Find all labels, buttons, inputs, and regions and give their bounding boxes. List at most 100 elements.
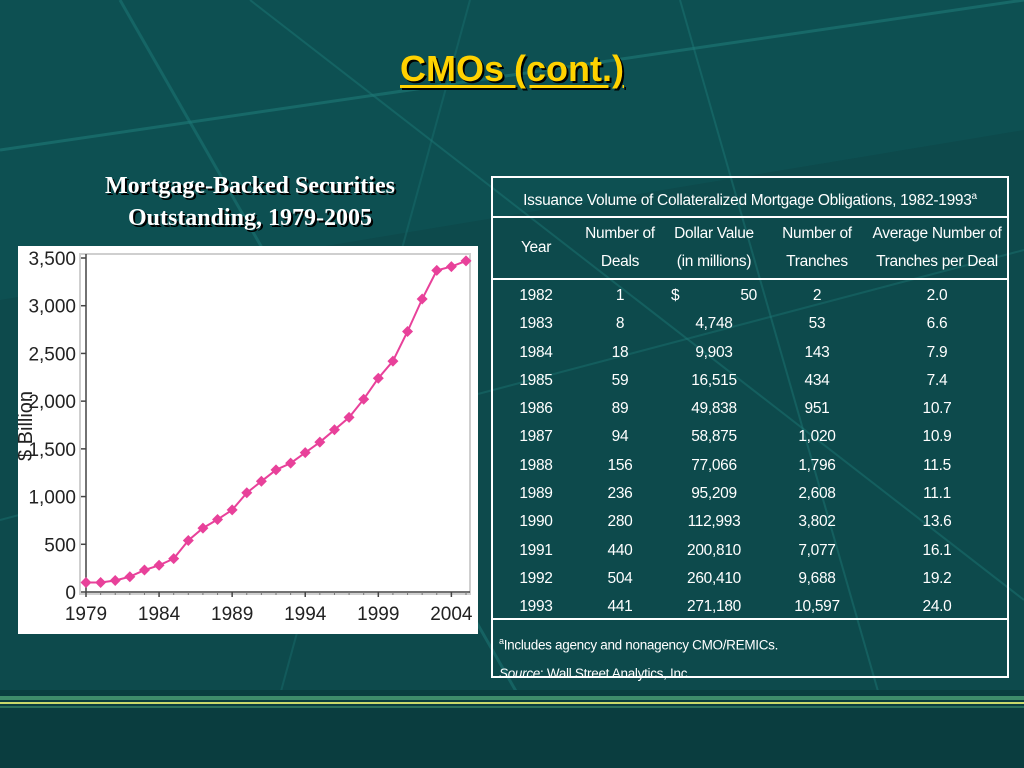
cell-tranches: 7,077 [798,541,836,559]
cell-year: 1988 [519,456,553,474]
data-point [241,487,253,499]
x-tick-label: 1984 [138,604,181,625]
table-caption: Issuance Volume of Collateralized Mortga… [493,178,1007,218]
data-point [197,522,209,534]
cell-year: 1983 [519,315,553,333]
cell-tranches: 2 [812,287,822,304]
table-row: 1989 236 95,209 2,608 11.1 [493,481,1007,509]
x-tick-label: 1994 [284,604,327,625]
cell-deals: 8 [615,315,625,333]
data-point [431,264,443,276]
data-point [314,436,326,448]
x-tick-label: 2004 [430,604,473,625]
table-row: 1990 280 112,993 3,802 13.6 [493,509,1007,537]
data-point [109,575,121,587]
cell-value: 112,993 [687,513,741,531]
cell-year: 1984 [519,343,553,361]
cell-avg: 24.0 [922,598,952,616]
cell-avg: 7.9 [926,343,948,361]
y-tick-label: 500 [44,535,76,556]
header-avg-tranches: Average Number of Tranches per Deal [872,225,1002,270]
cell-deals: 236 [607,485,633,503]
cell-tranches: 1,020 [798,428,836,446]
cell-year: 1991 [519,541,553,559]
cell-value: 77,066 [691,456,737,474]
slide-title: CMOs (cont.) [400,48,624,89]
data-point [270,464,282,476]
source-note: Source: Wall Street Analytics, Inc. [499,665,691,681]
cell-value: 95,209 [691,485,737,503]
cell-value: 4,748 [695,315,733,333]
mbs-outstanding-chart: 0 500 1,000 1,500 2,000 2,500 3,000 3,500 1979 19… [18,246,478,634]
table-footnotes: aIncludes agency and nonagency CMO/REMIC… [493,620,1007,688]
cell-avg: 13.6 [922,513,952,531]
x-tick-label: 1999 [357,604,399,625]
table-row: 1984 18 9,903 143 7.9 [493,340,1007,368]
footnote-a: aIncludes agency and nonagency CMO/REMIC… [499,636,779,653]
data-point [372,372,384,384]
cell-deals: 1 [615,287,625,304]
data-point [255,475,267,487]
cell-value: 16,515 [691,371,737,389]
table-row: 1986 89 49,838 951 10.7 [493,396,1007,424]
chart-background [18,246,478,634]
table-row: 1991 440 200,810 7,077 16.1 [493,538,1007,566]
y-tick-label: 3,500 [28,249,76,270]
cell-value: 58,875 [691,428,737,446]
cell-year: 1985 [519,371,553,389]
cell-avg: 7.4 [926,371,948,389]
currency-symbol: $ [671,287,680,304]
table-row: 1985 59 16,515 434 7.4 [493,368,1007,396]
header-dollar-value: Dollar Value (in millions) [674,225,754,270]
header-year: Year [520,239,552,256]
cell-deals: 18 [611,343,629,361]
cell-deals: 94 [611,428,629,446]
y-tick-label: 2,000 [28,392,76,413]
data-point [212,513,224,525]
cell-year: 1982 [519,287,553,304]
y-tick-label: 0 [65,583,76,604]
cell-value: 9,903 [695,343,733,361]
cell-year: 1989 [519,485,553,503]
cell-year: 1987 [519,428,553,446]
cell-tranches: 143 [804,343,830,361]
data-point [460,255,472,267]
table-row: 1983 8 4,748 53 6.6 [493,311,1007,339]
cell-deals: 440 [607,541,633,559]
data-point [299,447,311,459]
cell-deals: 280 [607,513,633,531]
table-row: 1992 504 260,410 9,688 19.2 [493,566,1007,594]
header-deals: Number of Deals [585,225,655,270]
data-point [445,261,457,273]
cell-deals: 59 [611,371,629,389]
cell-tranches: 1,796 [798,456,836,474]
data-point [182,534,194,546]
cell-tranches: 434 [804,371,830,389]
cell-value: 271,180 [687,598,741,616]
data-point [343,411,355,423]
x-tick-label: 1979 [65,604,107,625]
data-point [328,424,340,436]
table-row: 1987 94 58,875 1,020 10.9 [493,424,1007,452]
data-point [124,571,136,583]
chart-title: Mortgage-Backed Securities Outstanding, … [40,170,460,234]
table-row: $1982 1 50 2 2.0 [493,283,1007,311]
data-point [285,457,297,469]
data-point [168,553,180,565]
cell-year: 1986 [519,400,553,418]
chart-title-line1: Mortgage-Backed Securities [105,173,395,199]
data-point [153,559,165,571]
data-point [416,293,428,305]
cell-avg: 11.5 [923,456,951,474]
cell-avg: 10.9 [922,428,952,446]
data-point [387,355,399,367]
cell-deals: 504 [607,569,633,587]
cell-year: 1990 [519,513,553,531]
data-point [80,576,92,588]
cell-tranches: 9,688 [798,569,836,587]
cell-deals: 156 [607,456,633,474]
x-tick-label: 1989 [211,604,253,625]
y-axis-label: $ Billion [18,391,37,461]
table-row: 1988 156 77,066 1,796 11.5 [493,453,1007,481]
header-tranches: Number of Tranches [782,225,852,270]
